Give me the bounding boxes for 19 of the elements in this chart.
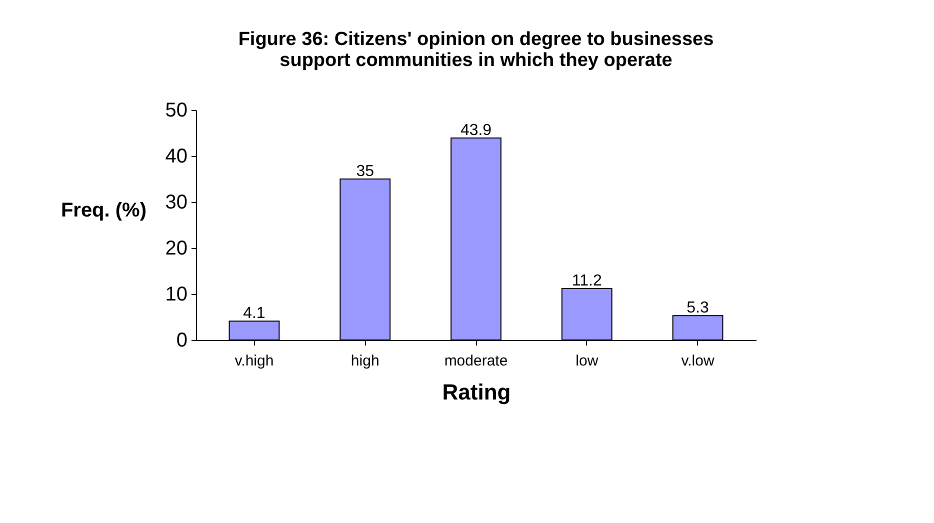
x-tick-label: high: [350, 352, 380, 370]
data-label: 5.3: [686, 300, 709, 317]
y-tick-label: 40: [165, 146, 188, 168]
y-tick-label: 0: [176, 330, 188, 352]
x-tick-label: moderate: [444, 352, 508, 370]
x-tick-label: low: [576, 352, 598, 370]
data-label: 11.2: [572, 272, 602, 290]
x-axis-title: Rating: [442, 380, 511, 404]
chart-title: Figure 36: Citizens' opinion on degree to businesses support communities in which they operate: [238, 29, 714, 71]
y-tick-label: 30: [165, 192, 188, 214]
y-tick-label: 50: [165, 100, 188, 122]
data-label: 43.9: [460, 122, 492, 140]
x-tick-label: v.high: [234, 352, 274, 370]
x-tick-label: v.low: [681, 352, 714, 370]
data-label: 35: [356, 163, 374, 180]
data-label: 4.1: [243, 305, 266, 322]
y-tick-label: 20: [165, 238, 188, 260]
y-tick-label: 10: [165, 284, 188, 306]
y-axis-title: Freq. (%): [60, 200, 146, 222]
